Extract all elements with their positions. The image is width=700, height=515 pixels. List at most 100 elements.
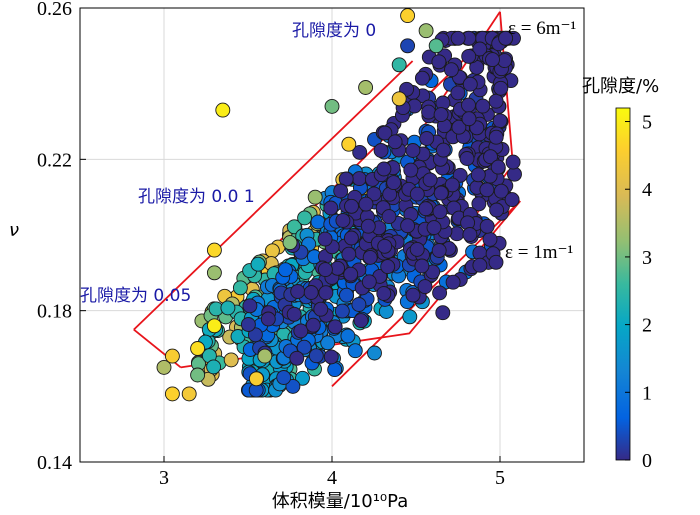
scatter-point <box>367 345 382 361</box>
scatter-point <box>381 209 397 225</box>
scatter-point <box>432 285 448 301</box>
scatter-point <box>400 38 416 54</box>
scatter-point <box>290 284 306 299</box>
x-tick-label: 3 <box>159 467 169 489</box>
scatter-point <box>215 102 231 118</box>
colorbar <box>615 107 631 461</box>
scatter-point <box>353 313 369 329</box>
scatter-point <box>485 52 500 68</box>
scatter-point <box>310 214 326 230</box>
scatter-point <box>335 213 351 228</box>
template-line <box>133 60 414 331</box>
y-tick-label: 0.14 <box>37 452 72 474</box>
annotation-eps-6: ε = 6m⁻¹ <box>508 18 577 39</box>
scatter-point <box>462 76 478 92</box>
scatter-point <box>479 218 495 234</box>
scatter-point <box>433 107 449 123</box>
scatter-point <box>317 231 333 247</box>
scatter-point <box>317 262 333 278</box>
scatter-point <box>475 98 491 114</box>
scatter-point <box>240 317 256 332</box>
scatter-point <box>257 348 273 364</box>
scatter-point <box>190 367 206 383</box>
scatter-point <box>402 309 418 325</box>
scatter-point <box>358 80 374 95</box>
axis-ticks: 3 4 5 0.14 0.18 0.22 0.26 <box>37 0 505 489</box>
scatter-point <box>339 287 354 303</box>
scatter-point <box>498 30 514 46</box>
scatter-point <box>305 317 321 333</box>
scatter-point <box>327 362 343 378</box>
y-tick-label: 0.26 <box>37 0 72 20</box>
scatter-point <box>366 186 382 202</box>
scatter-point <box>220 300 236 316</box>
scatter-point <box>341 136 357 152</box>
scatter-point <box>308 348 324 364</box>
scatter-point <box>433 185 449 201</box>
scatter-point <box>472 257 488 273</box>
scatter-point <box>504 192 520 208</box>
scatter-point <box>414 258 430 274</box>
scatter-point <box>360 218 376 234</box>
scatter-point <box>341 246 357 262</box>
scatter-point <box>418 23 434 39</box>
scatter-point <box>400 218 416 234</box>
scatter-point <box>323 349 339 365</box>
scatter-point <box>295 370 310 386</box>
scatter-point <box>276 370 292 385</box>
scatter-point <box>493 80 509 96</box>
scatter-point <box>418 201 434 217</box>
scatter-point <box>333 183 349 199</box>
y-tick-label: 0.18 <box>37 301 72 323</box>
scatter-point <box>377 125 393 141</box>
scatter-point <box>344 198 359 214</box>
scatter-point <box>431 243 447 258</box>
scatter-point <box>403 162 419 178</box>
scatter-point <box>296 339 312 355</box>
scatter-point <box>391 91 407 107</box>
scatter-point <box>391 57 407 73</box>
scatter-point <box>282 235 298 251</box>
scatter-point <box>285 378 301 394</box>
scatter-point <box>297 210 313 226</box>
scatter-point <box>450 85 466 101</box>
scatter-point <box>444 177 460 193</box>
scatter-point <box>472 41 488 57</box>
scatter-point <box>461 111 477 127</box>
scatter-point <box>417 279 433 295</box>
scatter-point <box>289 350 305 366</box>
annotation-eps-1: ε = 1m⁻¹ <box>505 242 574 263</box>
scatter-point <box>206 265 222 281</box>
scatter-point <box>488 129 504 145</box>
scatter-point <box>286 219 302 235</box>
scatter-point <box>459 151 475 166</box>
scatter-point <box>488 254 504 270</box>
scatter-point <box>324 98 340 114</box>
y-axis-label: ν <box>9 220 19 241</box>
scatter-point <box>493 183 509 199</box>
scatter-point <box>451 119 467 135</box>
colorbar-tick-label: 2 <box>642 315 652 337</box>
colorbar-tick-label: 5 <box>642 112 652 134</box>
scatter-point <box>461 97 476 113</box>
y-tick-label: 0.22 <box>37 149 72 171</box>
scatter-point <box>443 62 459 78</box>
scatter-point <box>247 327 263 343</box>
scatter-point <box>307 189 323 205</box>
x-tick-label: 5 <box>495 467 505 489</box>
scatter-point <box>361 274 377 290</box>
scatter-point <box>343 266 359 282</box>
annotation-porosity-0: 孔隙度为 0 <box>292 21 376 41</box>
scatter-point <box>373 143 389 158</box>
scatter-point <box>327 319 343 335</box>
scatter-point <box>358 196 374 212</box>
scatter-point <box>351 297 367 312</box>
scatter-point <box>489 202 505 218</box>
colorbar-tick-label: 4 <box>642 179 652 201</box>
scatter-point <box>405 143 421 158</box>
colorbar-tick-label: 3 <box>642 247 652 269</box>
scatter-point <box>293 323 309 339</box>
scatter-point <box>260 311 276 327</box>
scatter-point <box>248 371 264 387</box>
